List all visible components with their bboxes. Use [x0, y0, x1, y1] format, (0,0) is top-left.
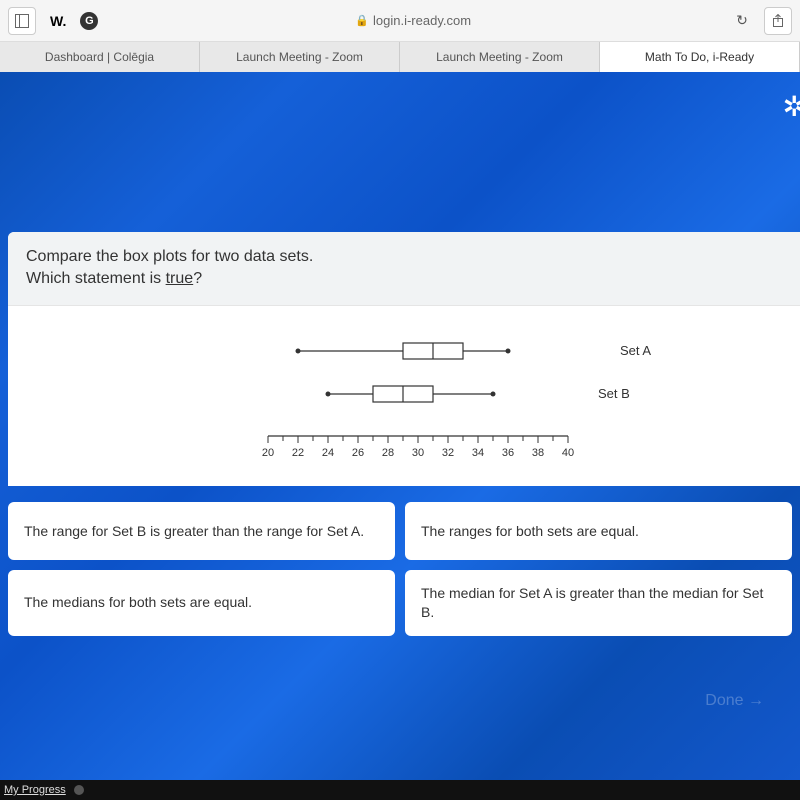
tab-zoom-2[interactable]: Launch Meeting - Zoom: [400, 42, 600, 72]
share-button[interactable]: [764, 7, 792, 35]
svg-text:38: 38: [532, 447, 544, 459]
tab-strip: Dashboard | Colēgia Launch Meeting - Zoo…: [0, 42, 800, 72]
reload-button[interactable]: ↻: [728, 7, 756, 35]
answer-grid: The range for Set B is greater than the …: [8, 502, 792, 636]
svg-text:30: 30: [412, 447, 424, 459]
svg-text:24: 24: [322, 447, 334, 459]
lock-icon: 🔒: [355, 14, 369, 27]
tab-dashboard[interactable]: Dashboard | Colēgia: [0, 42, 200, 72]
prompt-line-2: Which statement is true?: [26, 268, 782, 290]
svg-text:28: 28: [382, 447, 394, 459]
svg-text:40: 40: [562, 447, 574, 459]
boxplot-area: 20 22 24 26 28 30 32 34 36 38 40 Set A Set B: [8, 306, 800, 486]
bottom-bar: My Progress: [0, 780, 800, 800]
site-indicator: W.: [44, 13, 72, 29]
tab-zoom-1[interactable]: Launch Meeting - Zoom: [200, 42, 400, 72]
done-button[interactable]: Done →: [693, 686, 776, 716]
answer-option-1[interactable]: The range for Set B is greater than the …: [8, 502, 395, 560]
svg-text:26: 26: [352, 447, 364, 459]
svg-text:32: 32: [442, 447, 454, 459]
svg-text:Set B: Set B: [598, 386, 630, 401]
prompt-line-1: Compare the box plots for two data sets.: [26, 246, 782, 268]
svg-text:20: 20: [262, 447, 274, 459]
answer-option-2[interactable]: The ranges for both sets are equal.: [405, 502, 792, 560]
status-dot-icon: [74, 785, 84, 795]
sidebar-toggle-button[interactable]: [8, 7, 36, 35]
question-card: Compare the box plots for two data sets.…: [8, 232, 800, 486]
svg-text:22: 22: [292, 447, 304, 459]
question-prompt: Compare the box plots for two data sets.…: [8, 232, 800, 306]
svg-text:34: 34: [472, 447, 484, 459]
answer-option-3[interactable]: The medians for both sets are equal.: [8, 570, 395, 636]
boxplot-svg: 20 22 24 26 28 30 32 34 36 38 40 Set A Set B: [8, 306, 800, 486]
browser-toolbar: W. G 🔒 login.i-ready.com ↻: [0, 0, 800, 42]
site-badge-icon: G: [80, 12, 98, 30]
svg-text:Set A: Set A: [620, 343, 651, 358]
answer-option-4[interactable]: The median for Set A is greater than the…: [405, 570, 792, 636]
tab-iready[interactable]: Math To Do, i-Ready: [600, 42, 800, 72]
url-text: login.i-ready.com: [373, 13, 471, 28]
url-bar[interactable]: 🔒 login.i-ready.com: [106, 13, 720, 28]
gear-icon[interactable]: ✲: [783, 90, 800, 123]
content-area: ✲ Compare the box plots for two data set…: [0, 72, 800, 780]
svg-text:36: 36: [502, 447, 514, 459]
progress-label[interactable]: My Progress: [4, 784, 66, 796]
